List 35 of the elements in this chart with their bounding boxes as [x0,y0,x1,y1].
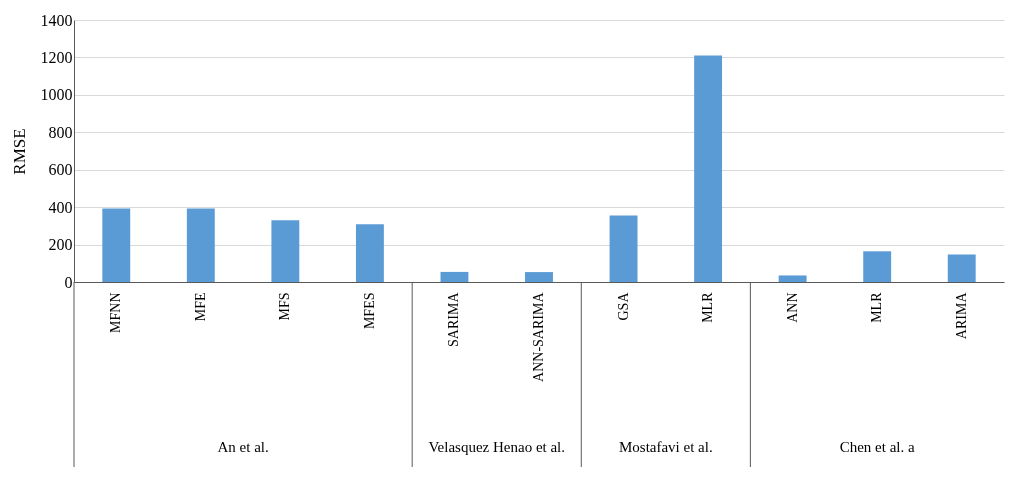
y-tick-label: 1000 [40,86,73,104]
x-tick-label: MFES [361,292,377,330]
bar [609,215,638,282]
text: An et al. [217,439,269,455]
x-tick-label: MLR [869,291,885,323]
bar [186,208,215,282]
x-tick-label: GSA [615,291,631,321]
bar [525,272,553,282]
text: Velasquez Henao et al. [428,439,566,455]
bar [947,254,976,282]
y-tick-label: 600 [48,161,73,179]
x-tick-label: MLR [700,291,716,323]
x-tick-label: MFS [277,292,293,321]
x-tick-label: ARIMA [953,291,969,340]
x-tick-label: MFNN [108,292,124,333]
bar [271,220,300,282]
y-tick-label: 200 [48,236,73,254]
y-axis-title: RMSE [9,128,29,175]
text: Mostafavi et al. [618,439,713,455]
bar [863,251,892,282]
x-tick-label: ANN-SARIMA [531,291,546,382]
bar [440,271,469,282]
bar [355,224,384,282]
y-tick-label: 400 [48,198,73,216]
bar [778,275,807,282]
x-tick-label: MFE [192,292,208,322]
x-tick-label: SARIMA [446,291,462,347]
y-tick-label: 800 [48,123,73,141]
bar [694,55,723,282]
y-tick-label: 0 [64,273,73,291]
bar [102,208,131,282]
text: Chen et al. a [839,439,915,455]
y-tick-label: 1200 [40,48,73,66]
x-tick-label: ANN [784,292,800,323]
y-tick-label: 1400 [40,11,73,29]
